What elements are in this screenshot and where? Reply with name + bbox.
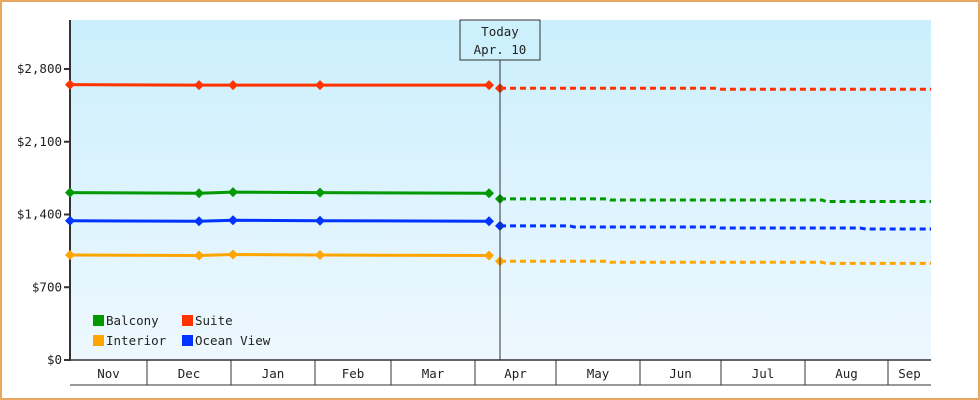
today-marker: Today Apr. 10 <box>459 19 541 360</box>
data-point[interactable] <box>194 216 204 227</box>
historical-line <box>69 83 489 87</box>
y-tick-label: $2,100 <box>17 134 62 149</box>
legend-item-interior[interactable]: Interior <box>93 333 167 348</box>
data-point[interactable] <box>484 216 494 227</box>
today-label-box <box>459 19 541 61</box>
historical-line <box>69 190 490 195</box>
legend-swatch <box>93 335 104 346</box>
series-layer <box>65 79 931 267</box>
series-interior <box>65 249 931 267</box>
today-date: Apr. 10 <box>474 42 527 57</box>
data-point[interactable] <box>315 250 325 261</box>
forecast-line <box>500 224 931 231</box>
x-tick-label-jul: Jul <box>752 366 775 381</box>
legend-item-balcony[interactable]: Balcony <box>93 313 159 328</box>
data-point[interactable] <box>315 80 325 91</box>
forecast-line <box>500 259 931 265</box>
data-point[interactable] <box>65 250 75 261</box>
x-axis: Nov Dec Jan Feb Mar Apr May Jun Jul Aug Sep <box>70 359 931 386</box>
data-point[interactable] <box>194 250 204 261</box>
x-tick-label-aug: Aug <box>835 366 858 381</box>
x-tick-label-mar: Mar <box>422 366 445 381</box>
y-tick-label: $1,400 <box>17 207 62 222</box>
x-tick-label-jun: Jun <box>669 366 692 381</box>
x-tick-label-may: May <box>587 366 610 381</box>
data-point[interactable] <box>228 215 238 226</box>
y-tick-label: $2,800 <box>17 61 62 76</box>
today-label: Today <box>481 24 519 39</box>
x-tick-label-dec: Dec <box>178 366 201 381</box>
legend-label: Suite <box>195 313 233 328</box>
series-ocean-view <box>65 215 931 231</box>
data-point[interactable] <box>228 249 238 260</box>
legend-label: Ocean View <box>195 333 271 348</box>
data-point[interactable] <box>228 187 238 198</box>
y-tick-label: $700 <box>32 279 62 294</box>
y-tick-label: $0 <box>47 352 62 367</box>
data-point[interactable] <box>484 80 494 91</box>
legend-label: Balcony <box>106 313 159 328</box>
x-tick-label-jan: Jan <box>262 366 285 381</box>
forecast-line <box>500 197 931 204</box>
legend-label: Interior <box>106 333 167 348</box>
data-point[interactable] <box>228 80 238 91</box>
data-point[interactable] <box>194 188 204 199</box>
series-suite <box>65 79 931 94</box>
series-balcony <box>65 187 931 204</box>
x-tick-label-nov: Nov <box>97 366 120 381</box>
data-point[interactable] <box>484 250 494 261</box>
legend-swatch <box>182 315 193 326</box>
historical-line <box>69 253 490 258</box>
x-tick-label-sep: Sep <box>898 366 921 381</box>
legend-swatch <box>93 315 104 326</box>
legend: Balcony Suite Interior Ocean View <box>93 313 271 348</box>
legend-item-suite[interactable]: Suite <box>182 313 233 328</box>
data-point[interactable] <box>315 187 325 198</box>
x-tick-label-feb: Feb <box>342 366 365 381</box>
data-point[interactable] <box>65 187 75 198</box>
data-point[interactable] <box>194 80 204 91</box>
data-point[interactable] <box>65 215 75 226</box>
historical-line <box>69 218 490 223</box>
data-point[interactable] <box>65 79 75 90</box>
y-axis: $0 $700 $1,400 $2,100 $2,800 <box>17 20 71 367</box>
legend-item-ocean-view[interactable]: Ocean View <box>182 333 271 348</box>
data-point[interactable] <box>484 188 494 199</box>
data-point[interactable] <box>315 215 325 226</box>
legend-swatch <box>182 335 193 346</box>
x-tick-label-apr: Apr <box>504 366 527 381</box>
